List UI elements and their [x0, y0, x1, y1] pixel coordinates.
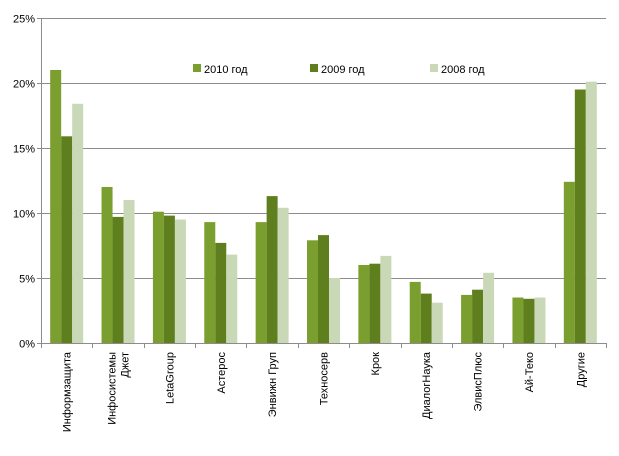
legend-swatch	[193, 64, 201, 72]
bar	[409, 281, 421, 343]
x-category-label: LetaGroup	[164, 352, 176, 404]
legend-swatch	[430, 64, 438, 72]
bar	[369, 263, 381, 343]
y-tick-label: 10%	[13, 209, 35, 221]
bar	[574, 89, 586, 343]
x-category-label: Крок	[370, 352, 382, 376]
bar	[358, 265, 370, 343]
x-axis-category-labels: Информзащита ИнфосистемыДжет LetaGroup Асте…	[62, 351, 588, 432]
bar	[318, 235, 329, 343]
bar	[72, 103, 84, 343]
bars	[50, 70, 597, 343]
x-category-label: ЭлвисПлюс	[473, 352, 485, 412]
x-category-label: Ай-Теко	[524, 352, 536, 392]
y-tick-label: 5%	[19, 274, 35, 286]
bar	[523, 298, 535, 343]
bar	[307, 240, 318, 343]
x-category-label: Астерос	[216, 352, 228, 394]
bar	[163, 215, 175, 343]
bar	[226, 254, 238, 343]
bar	[563, 181, 575, 343]
bar	[461, 294, 473, 343]
x-category-label: ИнфосистемыДжет	[107, 352, 132, 425]
legend: 2010 год 2009 год 2008 год	[193, 64, 485, 76]
bar	[112, 216, 124, 343]
gridlines	[41, 18, 606, 279]
bar	[380, 255, 392, 343]
legend-swatch	[310, 64, 318, 72]
bar	[50, 70, 62, 343]
bar	[152, 211, 164, 343]
bar	[512, 297, 524, 343]
bar	[101, 187, 113, 343]
bar	[329, 278, 340, 343]
axes	[37, 18, 607, 348]
y-axis-tick-labels: 0% 5% 10% 15% 20% 25%	[13, 14, 35, 351]
bar	[255, 222, 267, 343]
bar	[123, 200, 135, 343]
x-category-label: Техносерв	[319, 352, 331, 405]
bar	[174, 219, 186, 343]
bar	[472, 289, 484, 343]
x-category-label: ДиалогНаука	[421, 351, 433, 419]
legend-label: 2010 год	[204, 64, 248, 76]
bar	[483, 272, 495, 343]
bar	[420, 293, 432, 343]
bar	[215, 242, 227, 343]
y-tick-label: 15%	[13, 144, 35, 156]
bar	[585, 81, 597, 343]
y-tick-label: 25%	[13, 14, 35, 26]
x-category-label: Энвижн Груп	[267, 352, 279, 417]
legend-label: 2008 год	[441, 64, 485, 76]
x-category-label: Информзащита	[62, 351, 74, 432]
bar	[534, 297, 546, 343]
y-tick-label: 20%	[13, 79, 35, 91]
bar	[204, 222, 216, 343]
y-tick-label: 0%	[19, 339, 35, 351]
bar	[61, 136, 73, 343]
legend-label: 2009 год	[321, 64, 365, 76]
x-category-label: Другие	[575, 352, 587, 387]
bar	[431, 302, 443, 343]
bar	[277, 207, 289, 343]
bar	[266, 196, 278, 343]
